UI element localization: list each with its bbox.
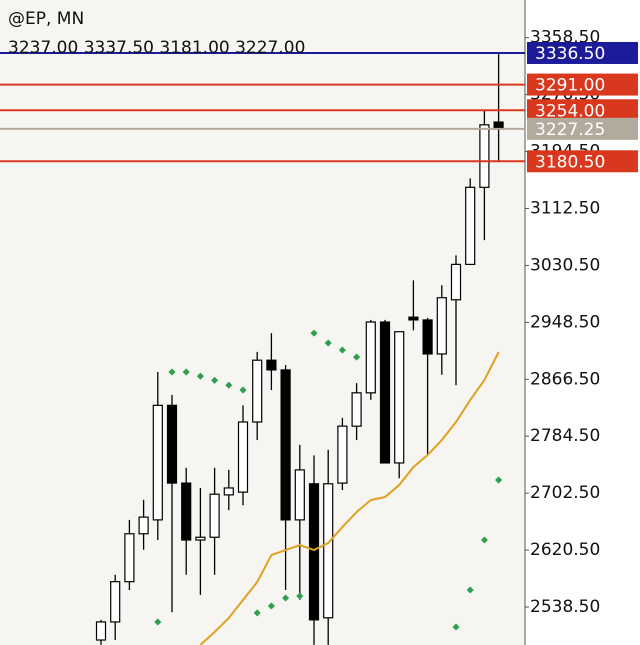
candle-body: [337, 425, 348, 484]
candle-body: [280, 369, 291, 521]
price-label: 3227.25: [535, 120, 605, 140]
sar-dot: [495, 476, 503, 484]
sar-dot: [239, 386, 247, 394]
y-tick-label: 2784.50: [530, 426, 600, 446]
sar-dot: [168, 368, 176, 376]
candle-body: [237, 421, 249, 493]
price-label-box: [527, 41, 638, 64]
candle-body: [252, 359, 263, 423]
y-tick-label: 2620.50: [530, 540, 600, 560]
sar-dot: [211, 376, 219, 384]
candle-body: [152, 404, 163, 521]
candle-body: [266, 359, 277, 371]
sar-dot: [296, 592, 304, 600]
price-label: 3291.00: [535, 76, 605, 96]
candle-body: [110, 581, 121, 623]
sar-dot: [310, 329, 318, 337]
y-tick-label: 2538.50: [530, 597, 600, 617]
candle-body: [166, 404, 178, 484]
candle-body: [95, 621, 107, 641]
chart-title: @EP, MN: [8, 9, 84, 29]
sar-dot: [452, 623, 460, 631]
candle-body: [365, 321, 376, 394]
price-label-box: [527, 117, 638, 140]
price-label: 3336.50: [535, 44, 605, 64]
sar-dot: [353, 353, 361, 361]
sar-dot: [282, 594, 290, 602]
candle-body: [450, 263, 462, 301]
sar-dot: [253, 609, 261, 617]
candle-body: [379, 321, 391, 464]
candle-body: [323, 483, 334, 619]
candle-body: [479, 124, 490, 188]
candle-body: [223, 487, 234, 496]
sar-dot: [324, 339, 332, 347]
candle-body: [209, 493, 220, 538]
price-label-box: [527, 73, 638, 96]
sar-dot: [225, 381, 233, 389]
candle-body: [465, 186, 476, 265]
sar-dot: [267, 602, 275, 610]
price-label-box: [527, 150, 638, 173]
candle-body: [195, 536, 206, 541]
candle-body: [294, 469, 305, 521]
candle-body: [422, 319, 433, 355]
sar-dot: [154, 618, 162, 626]
y-tick-label: 2866.50: [530, 369, 600, 389]
sar-dot: [466, 586, 474, 594]
price-label: 3254.00: [535, 101, 605, 121]
candle-body: [408, 316, 419, 321]
y-tick-label: 3112.50: [530, 198, 600, 218]
y-tick-label: 3030.50: [530, 255, 600, 275]
y-tick-label: 2948.50: [530, 312, 600, 332]
sar-dot: [182, 368, 190, 376]
sar-dot: [338, 346, 346, 354]
sar-dot: [196, 372, 204, 380]
candle-body: [124, 533, 135, 583]
candle-body: [436, 297, 447, 355]
price-label-box: [527, 99, 638, 122]
candle-body: [138, 516, 149, 535]
candle-body: [308, 483, 320, 621]
ohlc-readout: 3237.00 3337.50 3181.00 3227.00: [8, 38, 305, 58]
candle-body: [394, 331, 405, 464]
sar-dot: [480, 536, 488, 544]
y-tick-label: 2702.50: [530, 483, 600, 503]
price-label: 3180.50: [535, 152, 605, 172]
candle-body: [181, 482, 192, 541]
candle-body: [351, 392, 362, 427]
moving-average-line: [199, 351, 500, 645]
